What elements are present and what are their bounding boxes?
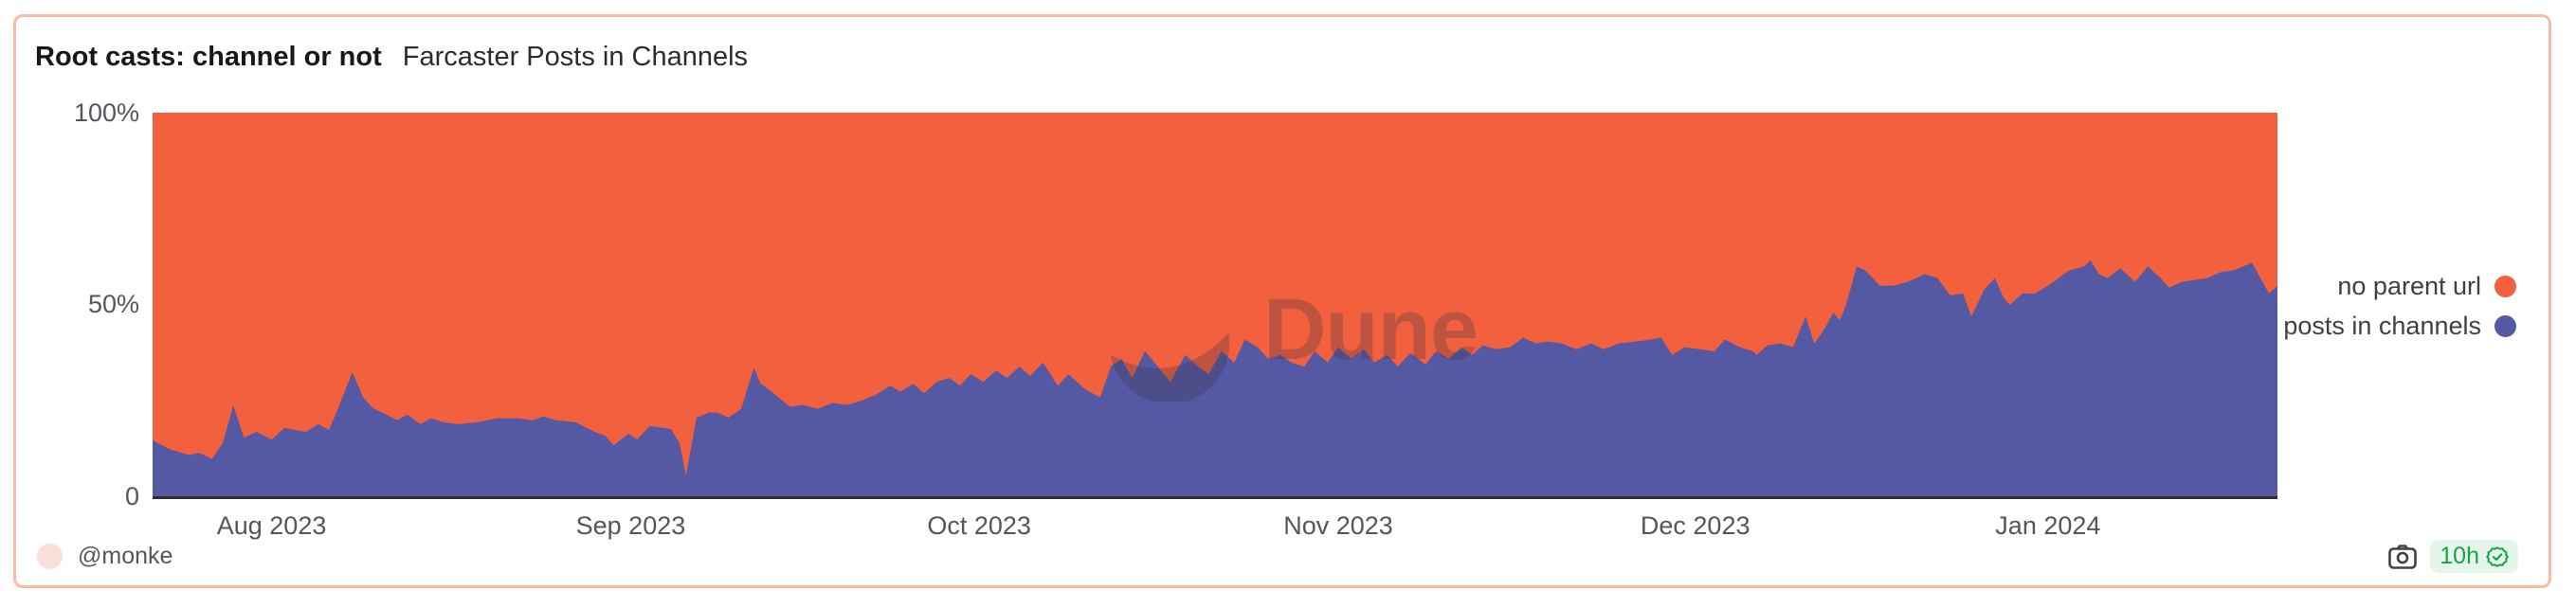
y-tick-50: 50% xyxy=(87,290,139,318)
legend-item-no-parent-url[interactable]: no parent url xyxy=(2337,270,2516,302)
camera-icon xyxy=(2388,544,2418,569)
data-freshness-badge[interactable]: 10h xyxy=(2430,540,2518,573)
legend: no parent url posts in channels xyxy=(2283,270,2516,342)
chart-title[interactable]: Root casts: channel or not xyxy=(35,42,382,72)
screenshot-button[interactable] xyxy=(2388,543,2418,571)
legend-label: posts in channels xyxy=(2283,311,2481,340)
chart-subtitle: Farcaster Posts in Channels xyxy=(402,42,749,72)
x-tick-jan-2024: Jan 2024 xyxy=(1995,511,2101,540)
legend-dot-purple xyxy=(2494,314,2516,337)
plot-area[interactable] xyxy=(153,113,2277,499)
avatar xyxy=(37,544,63,569)
x-tick-sep-2023: Sep 2023 xyxy=(575,511,686,540)
footer-actions: 10h xyxy=(2388,540,2518,573)
x-axis: Aug 2023 Sep 2023 Oct 2023 Nov 2023 Dec … xyxy=(153,511,2277,545)
chart-card: Root casts: channel or not Farcaster Post… xyxy=(13,14,2551,588)
posts-in-channels-area[interactable] xyxy=(153,259,2277,497)
y-tick-0: 0 xyxy=(124,482,139,510)
legend-dot-orange xyxy=(2494,275,2516,297)
legend-label: no parent url xyxy=(2337,271,2481,300)
author[interactable]: @monke xyxy=(37,543,172,570)
refresh-age-label: 10h xyxy=(2440,543,2479,569)
x-tick-dec-2023: Dec 2023 xyxy=(1640,511,1751,540)
y-tick-100: 100% xyxy=(73,98,139,127)
legend-item-posts-in-channels[interactable]: posts in channels xyxy=(2283,310,2516,342)
check-seal-icon xyxy=(2486,545,2509,567)
x-tick-aug-2023: Aug 2023 xyxy=(216,511,327,540)
author-handle[interactable]: @monke xyxy=(78,543,173,569)
x-tick-oct-2023: Oct 2023 xyxy=(927,511,1031,540)
chart-header: Root casts: channel or not Farcaster Post… xyxy=(35,42,748,73)
x-axis-line xyxy=(153,496,2277,499)
stacked-area-chart[interactable] xyxy=(153,113,2277,497)
x-tick-nov-2023: Nov 2023 xyxy=(1283,511,1393,540)
